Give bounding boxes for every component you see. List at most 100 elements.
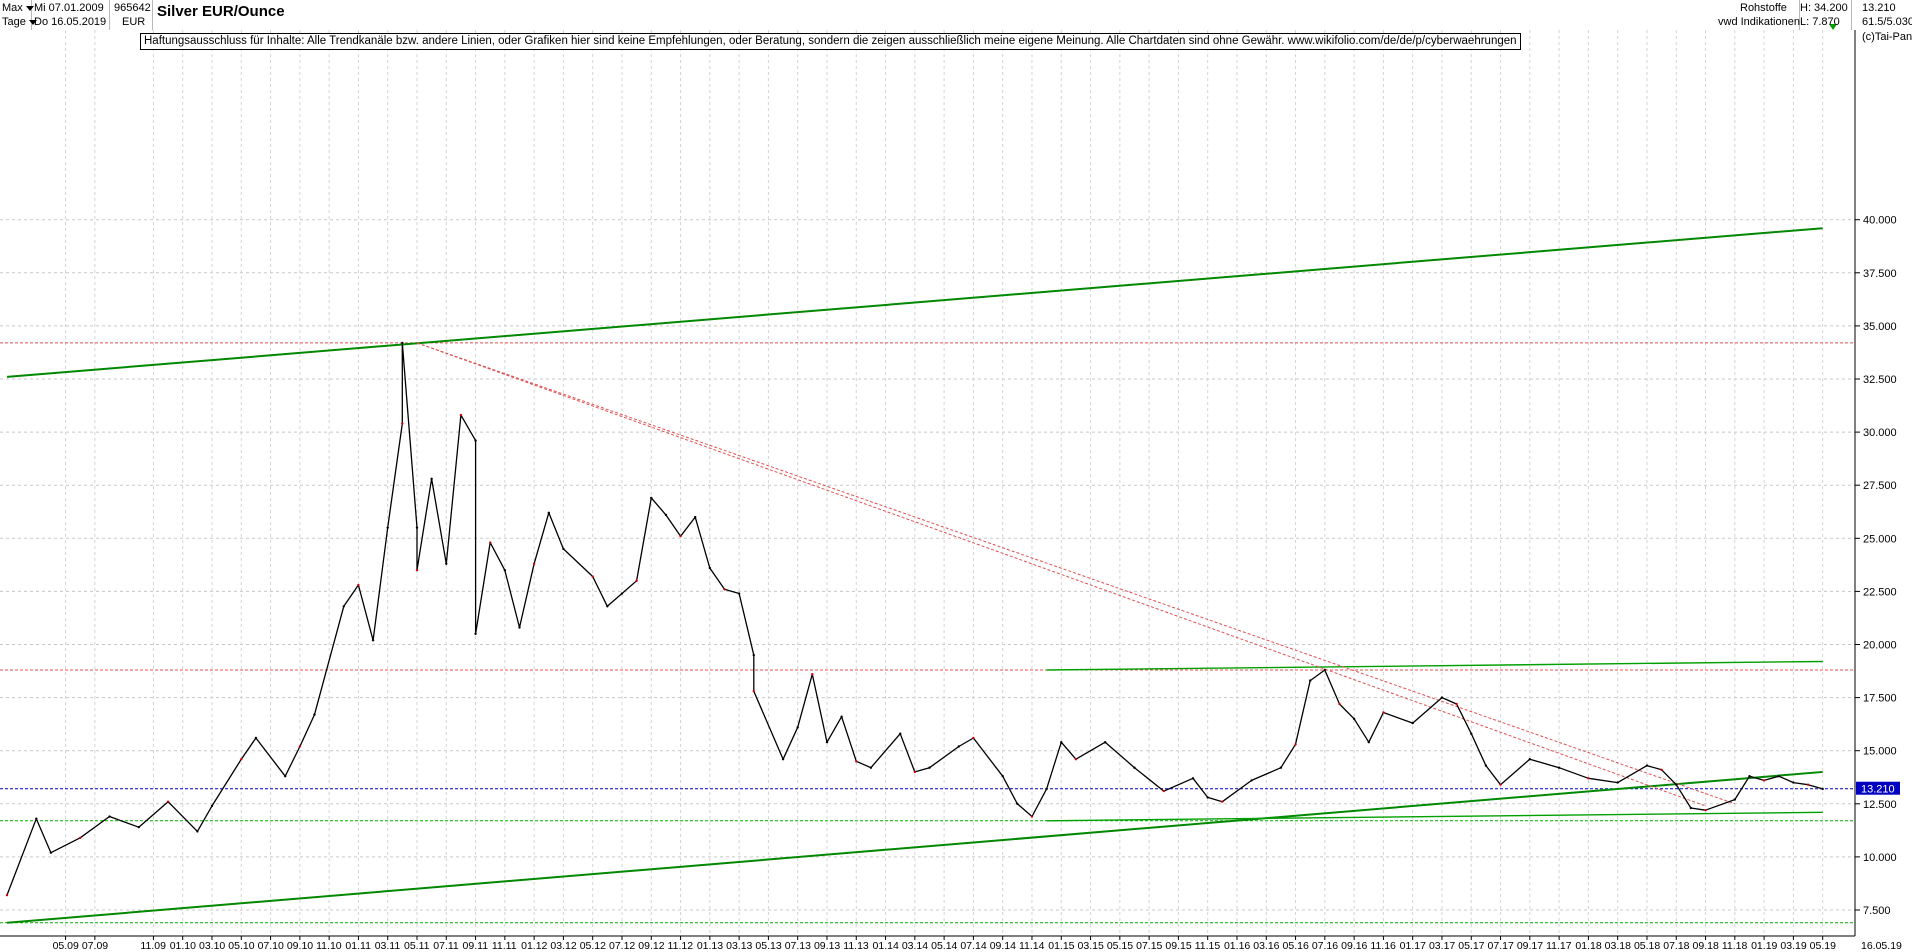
x-tick-label: 11.12 [668,940,694,952]
range-selector-cell: Max Tage [0,0,37,30]
trend-line [1046,811,1823,822]
price-point [196,830,199,833]
current-value-marker: 13.210 [1856,781,1900,796]
x-tick-label: 05.16 [1283,940,1309,952]
price-series [5,341,1824,897]
price-point [1455,702,1458,706]
copyright-label: (c)Tai-Pan [1862,31,1912,43]
x-tick-label: 05.12 [580,940,606,952]
price-point [532,562,536,565]
price-point [1792,781,1795,784]
date-range-cell: Mi 07.01.2009 Do 16.05.2019 [32,0,110,30]
price-point [459,413,463,417]
x-tick-label: 11.10 [316,940,342,952]
price-point [1484,764,1488,767]
price-point [928,766,931,769]
x-tick-label: 09.15 [1165,940,1191,952]
high-low-cell: H: 34.200 L: 7.870 [1792,0,1852,30]
price-point [606,605,609,608]
price-point [694,515,697,519]
price-point [1777,774,1780,778]
price-point [371,639,375,642]
x-tick-label: 03.11 [375,940,401,952]
chart-grid [0,30,1855,936]
price-point [1748,774,1751,778]
y-tick-label: 10.000 [1863,852,1897,864]
price-point [1440,696,1444,699]
x-tick-label: 07.09 [82,940,108,952]
x-tick-label: 05.14 [931,940,957,952]
x-tick-label: 05.19 [1810,940,1836,952]
price-point [650,496,653,500]
x-tick-label: 11.14 [1019,940,1045,952]
x-tick-label: 01.17 [1400,940,1426,952]
price-point [1308,679,1312,682]
price-point [811,673,814,676]
source-cell: Rohstoffe vwd Indikationen [1710,0,1800,30]
currency-label: EUR [122,16,146,28]
x-tick-label: 09.10 [287,940,313,952]
x-tick-label: 11.13 [843,940,869,952]
price-point [752,653,755,657]
x-tick-label: 03.19 [1780,940,1806,952]
price-point [1074,757,1078,761]
price-point [781,757,785,761]
x-axis-ticks: 05.09 07.09 11.09 01.10 03.10 05.10 07.10 09.10… [53,936,1836,952]
price-point [1382,711,1385,714]
price-point [855,760,858,763]
price-point [1323,668,1327,672]
x-tick-label: 07.14 [960,940,986,952]
price-point [1133,766,1136,769]
price-point [284,774,287,778]
trend-line [6,227,1823,378]
price-point [664,513,668,517]
price-point [1660,768,1663,772]
price-point [1733,798,1737,801]
x-tick-label: 07.10 [258,940,284,952]
price-point [547,511,550,515]
y-tick-label: 22.500 [1863,586,1897,598]
horizontal-reference-lines [0,342,1855,924]
x-tick-label: 05.15 [1107,940,1133,952]
price-point [474,632,477,636]
y-tick-label: 15.000 [1863,746,1897,758]
x-tick-label: 07.11 [433,940,459,952]
price-point [401,422,404,425]
x-tick-label: 07.18 [1663,940,1689,952]
y-tick-label: 7.500 [1863,905,1891,917]
price-point [957,745,960,748]
x-tick-label: 09.14 [990,940,1016,952]
price-point [1338,702,1341,706]
y-tick-label: 27.500 [1863,480,1897,492]
x-tick-label: 03.10 [199,940,225,952]
price-point [298,745,302,748]
end-date: Do 16.05.2019 [34,16,107,28]
scroll-marker-icon[interactable] [1829,24,1837,30]
disclaimer-box: Haftungsausschluss für Inhalte: Alle Tre… [140,33,1521,50]
x-tick-label: 01.12 [521,940,547,952]
x-tick-label: 03.15 [1078,940,1104,952]
y-tick-label: 35.000 [1863,321,1897,333]
price-point [503,568,507,572]
price-point [1704,808,1707,812]
price-point [1499,783,1502,786]
x-tick-label: 03.14 [902,940,928,952]
price-point [1616,781,1619,784]
range-dropdown[interactable]: Max [2,1,34,15]
price-point [1250,779,1253,782]
x-tick-label: 03.12 [550,940,576,952]
trend-lines [6,227,1823,924]
price-point [1103,741,1107,744]
source-label: vwd Indikationen [1718,16,1800,28]
last-date-label: 16.05.19 [1861,940,1902,952]
period-label: Tage [2,16,26,28]
price-point [1352,717,1356,721]
x-tick-label: 01.11 [345,940,371,952]
x-tick-label: 05.10 [228,940,254,952]
x-tick-label: 07.13 [785,940,811,952]
period-dropdown[interactable]: Tage [2,15,37,29]
price-point [1045,787,1048,791]
symbol-id: 965642 [114,2,151,14]
y-tick-label: 30.000 [1863,427,1897,439]
